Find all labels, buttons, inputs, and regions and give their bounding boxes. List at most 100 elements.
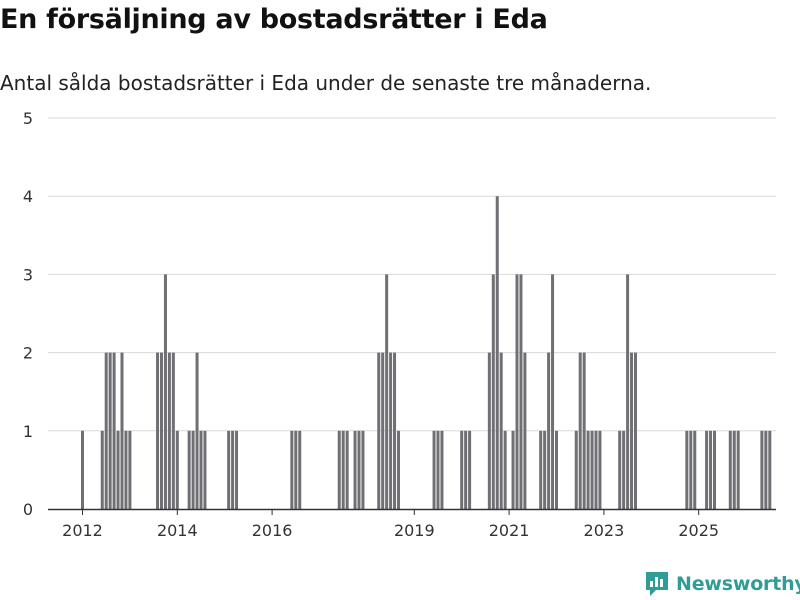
x-tick-label: 2021 xyxy=(489,521,530,540)
bar xyxy=(290,430,294,509)
bar xyxy=(104,352,108,509)
bar xyxy=(499,352,503,509)
chart-subtitle: Antal sålda bostadsrätter i Eda under de… xyxy=(0,71,652,95)
bar xyxy=(495,196,499,509)
bar xyxy=(622,430,626,509)
bar xyxy=(590,430,594,509)
bar xyxy=(187,430,191,509)
bar xyxy=(578,352,582,509)
bar xyxy=(432,430,436,509)
bar xyxy=(713,430,716,509)
x-tick-label: 2023 xyxy=(584,521,625,540)
bar xyxy=(235,430,239,509)
bar xyxy=(487,352,491,509)
bar xyxy=(519,274,523,509)
bar xyxy=(191,430,195,509)
bar xyxy=(543,430,547,509)
bar xyxy=(108,352,112,509)
bar xyxy=(634,352,637,509)
bar xyxy=(693,430,697,509)
bar xyxy=(361,430,365,509)
bar xyxy=(294,430,298,509)
bar xyxy=(736,430,740,509)
newsworthy-logo: Newsworthy xyxy=(644,570,800,598)
bar xyxy=(618,430,622,509)
bar xyxy=(689,430,693,509)
bar xyxy=(555,430,558,509)
x-tick-label: 2019 xyxy=(394,521,435,540)
bar xyxy=(203,430,207,509)
bar xyxy=(120,352,124,509)
bar xyxy=(705,430,709,509)
bar xyxy=(728,430,732,509)
bar xyxy=(586,430,590,509)
bar xyxy=(156,352,160,509)
y-tick-label: 0 xyxy=(23,500,33,519)
bar xyxy=(116,430,120,509)
bar xyxy=(764,430,768,509)
bar xyxy=(598,430,602,509)
bar xyxy=(539,430,543,509)
bar xyxy=(389,352,393,509)
bar xyxy=(464,430,468,509)
bar xyxy=(440,430,444,509)
bar xyxy=(594,430,598,509)
bar xyxy=(231,430,235,509)
bar xyxy=(175,430,179,509)
bar xyxy=(523,352,527,509)
bar xyxy=(357,430,361,509)
x-tick-label: 2025 xyxy=(678,521,719,540)
bar xyxy=(709,430,713,509)
y-tick-label: 3 xyxy=(23,265,33,284)
bar xyxy=(167,352,171,509)
bar xyxy=(436,430,440,509)
bar xyxy=(685,430,689,509)
bar xyxy=(163,274,167,509)
x-tick-label: 2012 xyxy=(62,521,103,540)
chart-title: En försäljning av bostadsrätter i Eda xyxy=(0,4,548,35)
bar xyxy=(227,430,231,509)
labels: 0 1 2 3 4 5 2012 2014 2016 2019 2021 2023 2025 xyxy=(23,109,719,540)
bar xyxy=(100,430,104,509)
newsworthy-logo-icon xyxy=(646,572,668,596)
bar xyxy=(397,430,400,509)
bar xyxy=(491,274,495,509)
bar xyxy=(199,430,203,509)
bar xyxy=(337,430,341,509)
bar xyxy=(195,352,199,509)
bar xyxy=(460,430,464,509)
bar xyxy=(171,352,175,509)
bar xyxy=(345,430,349,509)
bar xyxy=(128,430,132,509)
bar xyxy=(341,430,345,509)
bar xyxy=(112,352,116,509)
bar xyxy=(160,352,163,509)
bar xyxy=(393,352,397,509)
bar xyxy=(377,352,381,509)
x-tick-label: 2016 xyxy=(252,521,293,540)
bar xyxy=(547,352,551,509)
y-tick-label: 5 xyxy=(23,109,33,128)
bar xyxy=(574,430,578,509)
x-tick-label: 2014 xyxy=(157,521,198,540)
bar xyxy=(760,430,764,509)
bar xyxy=(732,430,736,509)
bar xyxy=(768,430,772,509)
y-tick-label: 1 xyxy=(23,422,33,441)
brand-name: Newsworthy xyxy=(676,573,800,595)
bar xyxy=(626,274,630,509)
y-tick-label: 4 xyxy=(23,187,33,206)
bar xyxy=(381,352,385,509)
y-tick-label: 2 xyxy=(23,344,33,363)
bars xyxy=(81,196,772,509)
bar xyxy=(468,430,472,509)
bar xyxy=(503,430,507,509)
bar xyxy=(582,352,586,509)
bar xyxy=(385,274,389,509)
bar xyxy=(353,430,357,509)
bar xyxy=(81,430,84,509)
bar xyxy=(551,274,555,509)
bar xyxy=(630,352,634,509)
bar xyxy=(515,274,519,509)
